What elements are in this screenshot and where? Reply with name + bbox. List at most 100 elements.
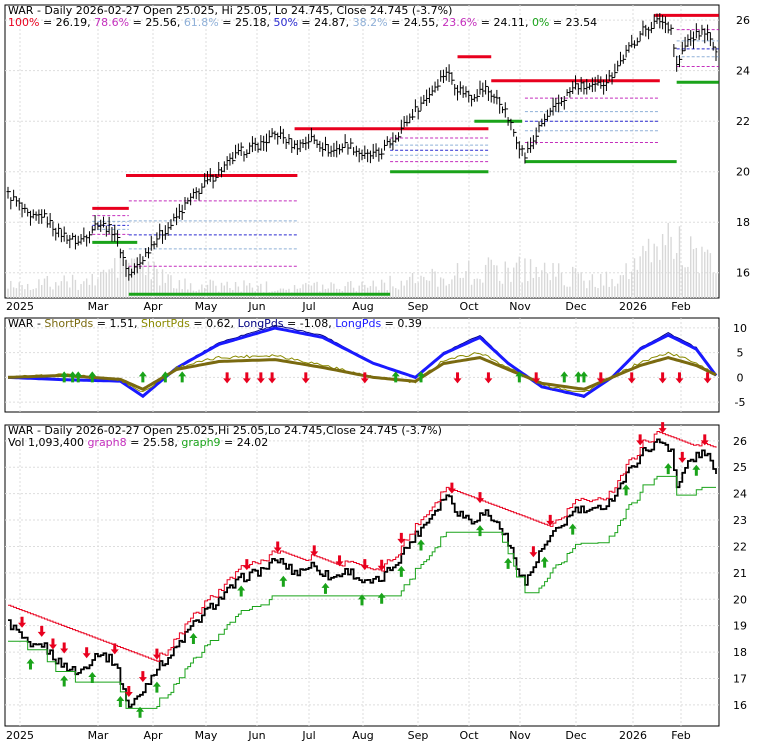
step-y-tick: 26 — [733, 435, 747, 448]
indicator-series-label: ShortPds — [44, 317, 93, 330]
step-down-arrow — [360, 559, 369, 571]
step-header-title: WAR - Daily 2026-02-27 Open 25.025,Hi 25… — [8, 424, 442, 437]
shortpds-thick-line — [7, 356, 717, 391]
fib-level-value: = 24.55 — [388, 16, 436, 29]
step-down-arrow — [138, 671, 147, 683]
step-up-arrow — [397, 565, 406, 577]
indicator-series-label: LongPds — [238, 317, 284, 330]
indicator-up-arrow — [161, 371, 170, 383]
price-x-tick: Mar — [88, 300, 109, 313]
step-up-arrow — [237, 585, 246, 597]
step-up-arrow — [26, 658, 35, 670]
fib-level-label: , — [266, 16, 273, 29]
indicator-up-arrow — [579, 371, 588, 383]
fib-level-label: 23.6% — [442, 16, 477, 29]
indicator-up-arrow — [74, 371, 83, 383]
fib-level-label: , — [346, 16, 353, 29]
fib-level-label: 50% — [273, 16, 297, 29]
step-down-arrow — [124, 686, 133, 698]
step-y-tick: 18 — [733, 646, 747, 659]
step-down-arrow — [82, 647, 91, 659]
step-up-arrow — [568, 523, 577, 535]
price-x-tick: 2025 — [6, 300, 34, 313]
step-y-tick: 25 — [733, 461, 747, 474]
graph9-label: graph9 — [181, 436, 220, 449]
step-down-arrow — [476, 492, 484, 504]
price-x-tick: Oct — [459, 300, 479, 313]
step-up-arrow — [504, 557, 513, 569]
price-y-tick: 22 — [736, 115, 750, 128]
price-y-tick: 26 — [736, 14, 750, 27]
fib-level-label: 100% — [8, 16, 39, 29]
step-y-tick: 17 — [733, 672, 747, 685]
indicator-down-arrow — [360, 372, 369, 384]
step-up-arrow — [279, 575, 288, 587]
step-up-arrow — [136, 706, 145, 718]
indicator-symbol: WAR - — [8, 317, 44, 330]
step-down-arrow — [397, 532, 406, 544]
step-down-arrow — [636, 434, 645, 446]
fib-level-label: , — [525, 16, 532, 29]
fib-level-value: = 25.56 — [129, 16, 177, 29]
price-x-tick: Dec — [565, 300, 586, 313]
price-x-tick: Apr — [143, 300, 163, 313]
fib-level-value: = 24.87 — [298, 16, 346, 29]
step-down-arrow — [110, 643, 119, 655]
indicator-down-arrow — [703, 372, 712, 384]
step-x-tick: Sep — [408, 729, 429, 742]
step-down-arrow — [273, 541, 282, 553]
indicator-down-arrow — [532, 372, 541, 384]
step-down-arrow — [678, 451, 687, 463]
step-x-tick: May — [195, 729, 218, 742]
indicator-down-arrow — [453, 372, 462, 384]
step-down-arrow — [335, 555, 344, 567]
indicator-series-value: = 0.62, — [190, 317, 238, 330]
step-up-arrow — [60, 675, 69, 687]
indicator-y-tick: 0 — [737, 371, 744, 384]
step-down-arrow — [37, 625, 46, 637]
indicator-up-arrow — [515, 371, 524, 383]
step-up-arrow — [664, 463, 673, 475]
step-y-tick: 23 — [733, 514, 747, 527]
indicator-header: WAR - ShortPds = 1.51, ShortPds = 0.62, … — [8, 317, 422, 330]
step-panel-frame — [4, 424, 720, 727]
fib-level-label: , — [435, 16, 442, 29]
step-x-tick: 2026 — [619, 729, 647, 742]
step-up-arrow — [377, 592, 386, 604]
step-up-arrow — [622, 484, 631, 496]
price-x-tick: Sep — [408, 300, 429, 313]
graph9-line — [8, 475, 716, 709]
step-up-arrow — [540, 556, 549, 568]
graph8-value: = 25.58, — [127, 436, 182, 449]
indicator-down-arrow — [301, 372, 310, 384]
indicator-up-arrow — [138, 371, 147, 383]
longpds-thick-line — [7, 326, 718, 399]
fib-level-label: 61.8% — [184, 16, 219, 29]
step-x-tick: Nov — [509, 729, 531, 742]
step-down-arrow — [377, 559, 386, 571]
price-x-tick: Nov — [509, 300, 531, 313]
step-x-tick: Apr — [143, 729, 163, 742]
graph9-value: = 24.02 — [221, 436, 269, 449]
fib-level-label: 38.2% — [353, 16, 388, 29]
price-x-tick: May — [195, 300, 218, 313]
indicator-panel-frame — [4, 317, 720, 413]
step-down-arrow — [242, 559, 251, 571]
step-up-arrow — [189, 633, 198, 645]
indicator-up-arrow — [88, 371, 97, 383]
step-y-tick: 19 — [733, 620, 747, 633]
indicator-series-value: = -1.08, — [284, 317, 336, 330]
indicator-series-label: ShortPds — [141, 317, 190, 330]
indicator-series-value: = 1.51, — [93, 317, 141, 330]
fib-levels-header: 100% = 26.19, 78.6% = 25.56, 61.8% = 25.… — [8, 16, 597, 29]
fib-level-value: = 23.54 — [549, 16, 597, 29]
indicator-up-arrow — [417, 371, 425, 383]
step-x-tick: Jun — [247, 729, 265, 742]
step-y-tick: 21 — [733, 567, 747, 580]
step-down-arrow — [310, 545, 319, 557]
indicator-down-arrow — [242, 372, 251, 384]
step-down-arrow — [60, 642, 69, 654]
indicator-up-arrow — [391, 371, 400, 383]
